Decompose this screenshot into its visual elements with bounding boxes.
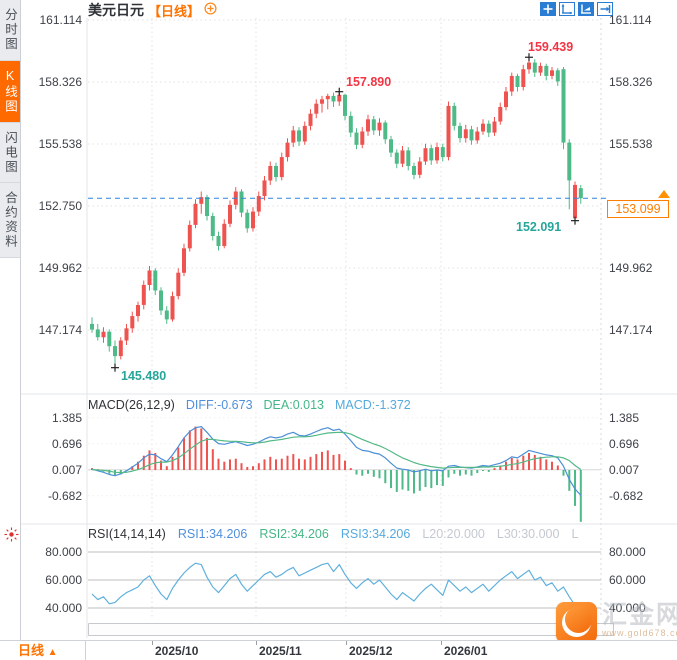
macd-diff-line — [91, 426, 582, 496]
annotation-high-157: 157.890 — [346, 75, 392, 89]
price-axis-label: 149.962 — [609, 261, 653, 275]
rsi-axis-label: 40.000 — [609, 601, 646, 615]
macd-axis-label: 0.696 — [609, 437, 640, 451]
price-axis-label: 155.538 — [609, 137, 653, 151]
auto-scroll-icon[interactable] — [578, 2, 594, 16]
rsi-l20-value: L20:20.000 — [422, 527, 485, 541]
x-axis-label: 2025/11 — [259, 644, 302, 658]
rsi-title: RSI(14,14,14) — [88, 527, 166, 541]
x-axis-label: 2025/10 — [155, 644, 199, 658]
macd-diff-value: DIFF:-0.673 — [185, 398, 253, 412]
price-axis-label: 158.326 — [609, 75, 653, 89]
sidebar-tab-candlestick[interactable]: K线图 — [0, 60, 20, 123]
chart-scrollbar[interactable] — [88, 623, 614, 636]
crosshair-icon[interactable] — [540, 2, 556, 16]
rsi-l-value: L — [571, 527, 579, 541]
go-to-latest-icon[interactable] — [597, 2, 613, 16]
logo-site-url: www.gold678.com — [602, 628, 677, 638]
current-price-label: 153.099 — [607, 200, 669, 218]
macd-axis-label: 1.385 — [609, 411, 640, 425]
rsi-axis-label: 80.000 — [609, 545, 646, 559]
x-axis-label: 2026/01 — [444, 644, 488, 658]
symbol-name: 美元日元 — [88, 2, 144, 18]
annotation-cross-marker — [525, 53, 533, 62]
annotation-low-152: 152.091 — [516, 220, 562, 234]
rsi-line — [91, 562, 582, 617]
logo-icon — [556, 602, 597, 643]
hot-indicator-icon — [4, 527, 19, 545]
price-axis-label: 149.962 — [38, 261, 82, 275]
rsi-axis-label: 60.000 — [609, 573, 646, 587]
candlestick-series — [90, 57, 583, 368]
annotation-cross-marker — [111, 363, 119, 372]
period-tag: 【日线】 — [148, 3, 201, 19]
macd-axis-label: 1.385 — [51, 411, 82, 425]
price-axis-label: 161.114 — [609, 13, 652, 27]
chart-title: 美元日元 【日线】 — [88, 2, 217, 19]
sidebar-tab-lightning[interactable]: 闪电图 — [0, 122, 20, 183]
macd-axis-label: 0.696 — [51, 437, 82, 451]
rsi-axis-label: 40.000 — [45, 601, 82, 615]
macd-axis-label: -0.682 — [609, 489, 644, 503]
price-up-arrow-icon — [658, 190, 670, 198]
rsi-axis-label: 60.000 — [45, 573, 82, 587]
price-axis-label: 161.114 — [39, 13, 83, 27]
rsi-l30-value: L30:30.000 — [496, 527, 560, 541]
add-indicator-icon[interactable] — [204, 2, 217, 18]
macd-dea-value: DEA:0.013 — [263, 398, 324, 412]
macd-axis-label: -0.682 — [47, 489, 82, 503]
logo-site-name: 汇金网 — [602, 601, 677, 629]
annotation-high-159: 159.439 — [528, 40, 574, 54]
x-axis-tick — [346, 641, 347, 645]
bottom-axis-bar: 日线 ▲ 2025/10 2025/11 2025/12 2026/01 — [0, 640, 677, 660]
sidebar: 分时图 K线图 闪电图 合约资料 — [0, 0, 21, 640]
price-axis-label: 147.174 — [609, 323, 653, 337]
annotation-cross-marker — [335, 87, 344, 96]
rsi-axis-label: 80.000 — [45, 545, 82, 559]
macd-axis-label: 0.007 — [609, 463, 640, 477]
chart-toolbar — [540, 2, 613, 16]
fit-scale-icon[interactable] — [559, 2, 575, 16]
x-axis-tick — [152, 641, 153, 645]
macd-histogram — [91, 426, 582, 522]
x-axis-label: 2025/12 — [349, 644, 393, 658]
price-axis-label: 152.750 — [38, 199, 82, 213]
sidebar-tab-contract-info[interactable]: 合约资料 — [0, 183, 20, 258]
annotation-cross-marker — [571, 216, 579, 225]
period-selector[interactable]: 日线 ▲ — [0, 641, 86, 660]
macd-dea-line — [91, 431, 582, 474]
rsi3-value: RSI3:34.206 — [340, 527, 411, 541]
sidebar-tab-timeline[interactable]: 分时图 — [0, 0, 20, 61]
rsi1-value: RSI1:34.206 — [177, 527, 248, 541]
rsi2-value: RSI2:34.206 — [259, 527, 329, 541]
annotation-low-145: 145.480 — [121, 369, 167, 383]
x-axis-tick — [441, 641, 442, 645]
period-dropdown-arrow-icon: ▲ — [47, 647, 58, 658]
price-axis-label: 158.326 — [38, 75, 82, 89]
macd-header: MACD(26,12,9) DIFF:-0.673 DEA:0.013 MACD… — [88, 398, 411, 412]
macd-title: MACD(26,12,9) — [88, 398, 175, 412]
price-axis-label: 155.538 — [38, 137, 82, 151]
rsi-header: RSI(14,14,14) RSI1:34.206 RSI2:34.206 RS… — [88, 527, 578, 541]
price-axis-label: 147.174 — [38, 323, 82, 337]
macd-axis-label: 0.007 — [51, 463, 82, 477]
site-logo: 汇金网 www.gold678.com — [556, 602, 677, 643]
macd-macd-value: MACD:-1.372 — [335, 398, 411, 412]
x-axis-tick — [256, 641, 257, 645]
